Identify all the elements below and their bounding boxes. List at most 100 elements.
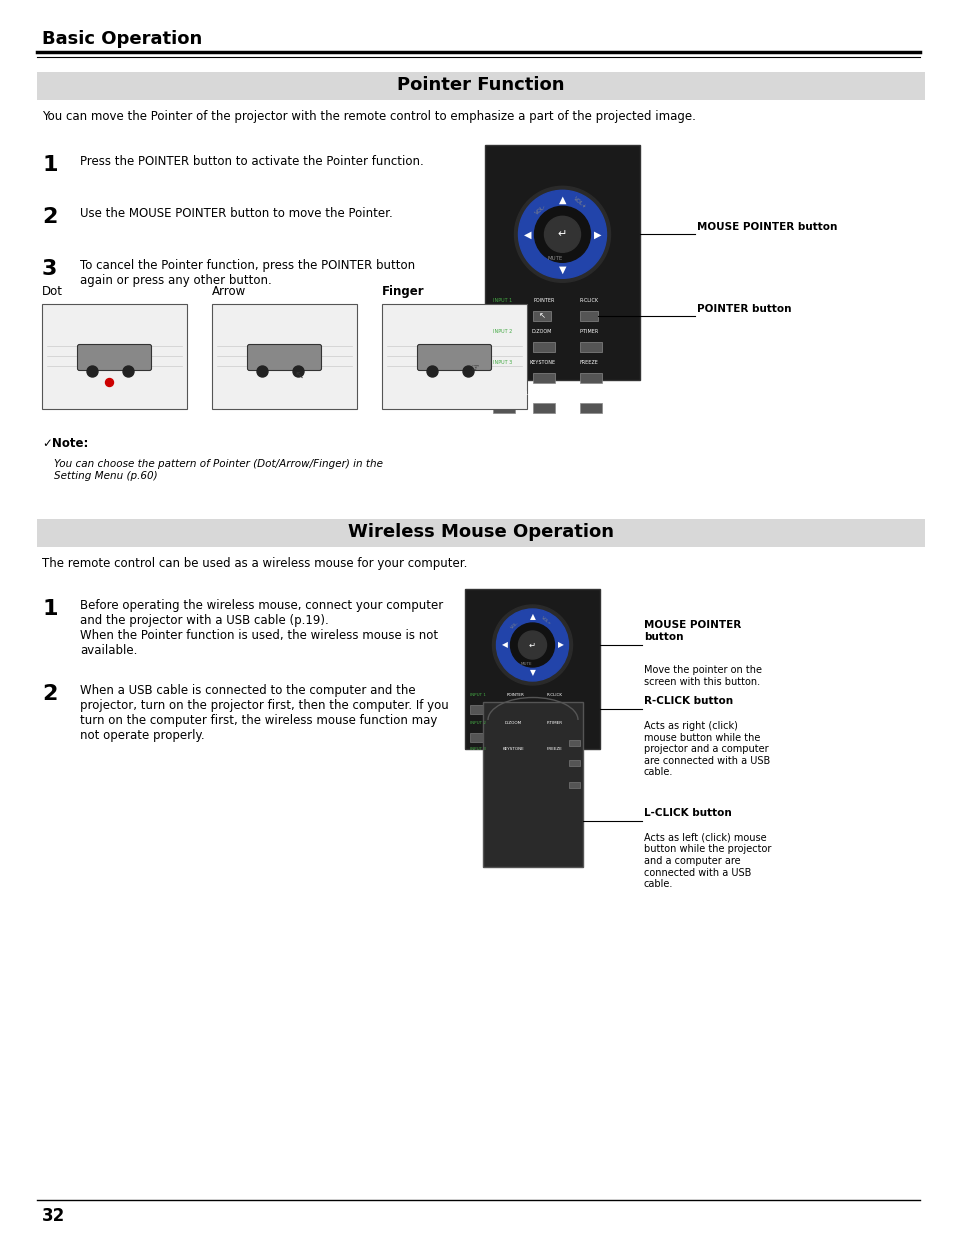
Text: INPUT 1: INPUT 1 (470, 693, 485, 697)
Bar (493, 403, 515, 412)
Text: Pointer Function: Pointer Function (396, 77, 564, 94)
Circle shape (462, 366, 474, 377)
FancyBboxPatch shape (77, 345, 152, 370)
Circle shape (256, 366, 268, 377)
Text: P-TIMER: P-TIMER (579, 329, 598, 333)
Bar (546, 734, 564, 742)
Text: ↖: ↖ (294, 372, 304, 382)
Text: To cancel the Pointer function, press the POINTER button
again or press any othe: To cancel the Pointer function, press th… (80, 259, 415, 287)
Text: ◀: ◀ (501, 641, 507, 650)
Text: When a USB cable is connected to the computer and the
projector, turn on the pro: When a USB cable is connected to the com… (80, 684, 448, 742)
Text: ▲: ▲ (558, 194, 566, 204)
Text: MOUSE POINTER button: MOUSE POINTER button (697, 222, 837, 232)
Bar (579, 311, 598, 321)
Text: D.ZOOM: D.ZOOM (531, 329, 551, 333)
Circle shape (518, 631, 546, 659)
Text: ↖: ↖ (537, 311, 545, 320)
Text: VOL+: VOL+ (572, 196, 587, 210)
Text: VOL-: VOL- (510, 621, 520, 630)
Text: INPUT 3: INPUT 3 (493, 359, 512, 364)
Text: Arrow: Arrow (212, 285, 246, 298)
FancyBboxPatch shape (247, 345, 321, 370)
Circle shape (544, 216, 579, 252)
Text: FREEZE: FREEZE (546, 747, 562, 751)
Text: You can move the Pointer of the projector with the remote control to emphasize a: You can move the Pointer of the projecto… (42, 110, 695, 124)
Bar (546, 705, 564, 714)
Text: Move the pointer on the
screen with this button.: Move the pointer on the screen with this… (643, 664, 761, 687)
Bar (493, 311, 511, 321)
Bar (533, 403, 555, 412)
Bar (42, 304, 187, 409)
Bar (470, 734, 488, 742)
Text: ↵: ↵ (529, 641, 536, 650)
Text: INPUT 1: INPUT 1 (493, 298, 512, 303)
FancyBboxPatch shape (417, 345, 491, 370)
Bar (493, 342, 515, 352)
Circle shape (293, 366, 304, 377)
Text: Wireless Mouse Operation: Wireless Mouse Operation (348, 522, 614, 541)
Circle shape (514, 186, 610, 283)
Text: Acts as left (click) mouse
button while the projector
and a computer are
connect: Acts as left (click) mouse button while … (643, 832, 771, 889)
Circle shape (123, 366, 133, 377)
Bar (212, 304, 356, 409)
Text: ▶: ▶ (593, 230, 600, 240)
Text: INPUT 2: INPUT 2 (493, 329, 512, 333)
Bar (568, 740, 579, 746)
Bar (482, 701, 582, 867)
Text: P-TIMER: P-TIMER (546, 721, 562, 725)
Text: D.ZOOM: D.ZOOM (504, 721, 521, 725)
Text: ▶: ▶ (557, 641, 563, 650)
Text: MUTE: MUTE (520, 662, 532, 666)
Text: Finger: Finger (381, 285, 424, 298)
Text: R-CLICK button: R-CLICK button (643, 697, 732, 706)
Text: Dot: Dot (42, 285, 63, 298)
Circle shape (492, 605, 572, 685)
Text: ▼: ▼ (558, 264, 566, 274)
Bar (533, 373, 555, 383)
Circle shape (106, 378, 113, 387)
Bar (37, 72, 924, 100)
Text: L-CLICK button: L-CLICK button (643, 808, 731, 818)
Bar (568, 782, 579, 788)
Bar (470, 705, 488, 714)
Text: ▲: ▲ (529, 613, 535, 621)
Text: POINTER: POINTER (506, 693, 524, 697)
Circle shape (87, 366, 98, 377)
Bar (533, 311, 551, 321)
Text: 1: 1 (42, 599, 57, 619)
Bar (533, 342, 555, 352)
Text: The remote control can be used as a wireless mouse for your computer.: The remote control can be used as a wire… (42, 557, 467, 571)
Bar (506, 705, 524, 714)
Text: You can choose the pattern of Pointer (Dot/Arrow/Finger) in the
Setting Menu (p.: You can choose the pattern of Pointer (D… (54, 459, 382, 480)
Bar (568, 760, 579, 766)
Text: POINTER: POINTER (533, 298, 554, 303)
Bar (381, 304, 526, 409)
Bar (579, 373, 601, 383)
Text: MUTE: MUTE (547, 257, 562, 262)
Text: ↵: ↵ (558, 230, 567, 240)
Circle shape (518, 190, 606, 278)
Bar (579, 342, 601, 352)
Circle shape (534, 206, 590, 262)
Text: Acts as right (click)
mouse button while the
projector and a computer
are connec: Acts as right (click) mouse button while… (643, 721, 769, 777)
Circle shape (427, 366, 437, 377)
Text: R-CLICK: R-CLICK (579, 298, 598, 303)
Text: LENS SHIFT: LENS SHIFT (525, 390, 554, 395)
Text: ☞: ☞ (470, 363, 478, 373)
Bar (484, 144, 639, 380)
Text: Basic Operation: Basic Operation (42, 30, 202, 48)
Circle shape (510, 622, 554, 667)
Bar (506, 734, 524, 742)
Bar (493, 373, 515, 383)
Text: Use the MOUSE POINTER button to move the Pointer.: Use the MOUSE POINTER button to move the… (80, 207, 393, 220)
Text: INPUT 3: INPUT 3 (470, 747, 485, 751)
Text: MOUSE POINTER
button: MOUSE POINTER button (643, 620, 740, 642)
Bar (464, 589, 599, 748)
Text: KEYSTONE: KEYSTONE (529, 359, 555, 364)
Text: 2: 2 (42, 684, 57, 704)
Text: 32: 32 (42, 1207, 65, 1225)
Text: 2: 2 (42, 207, 57, 227)
Text: Press the POINTER button to activate the Pointer function.: Press the POINTER button to activate the… (80, 156, 423, 168)
Text: FREEZE: FREEZE (579, 359, 598, 364)
Text: Before operating the wireless mouse, connect your computer
and the projector wit: Before operating the wireless mouse, con… (80, 599, 443, 657)
